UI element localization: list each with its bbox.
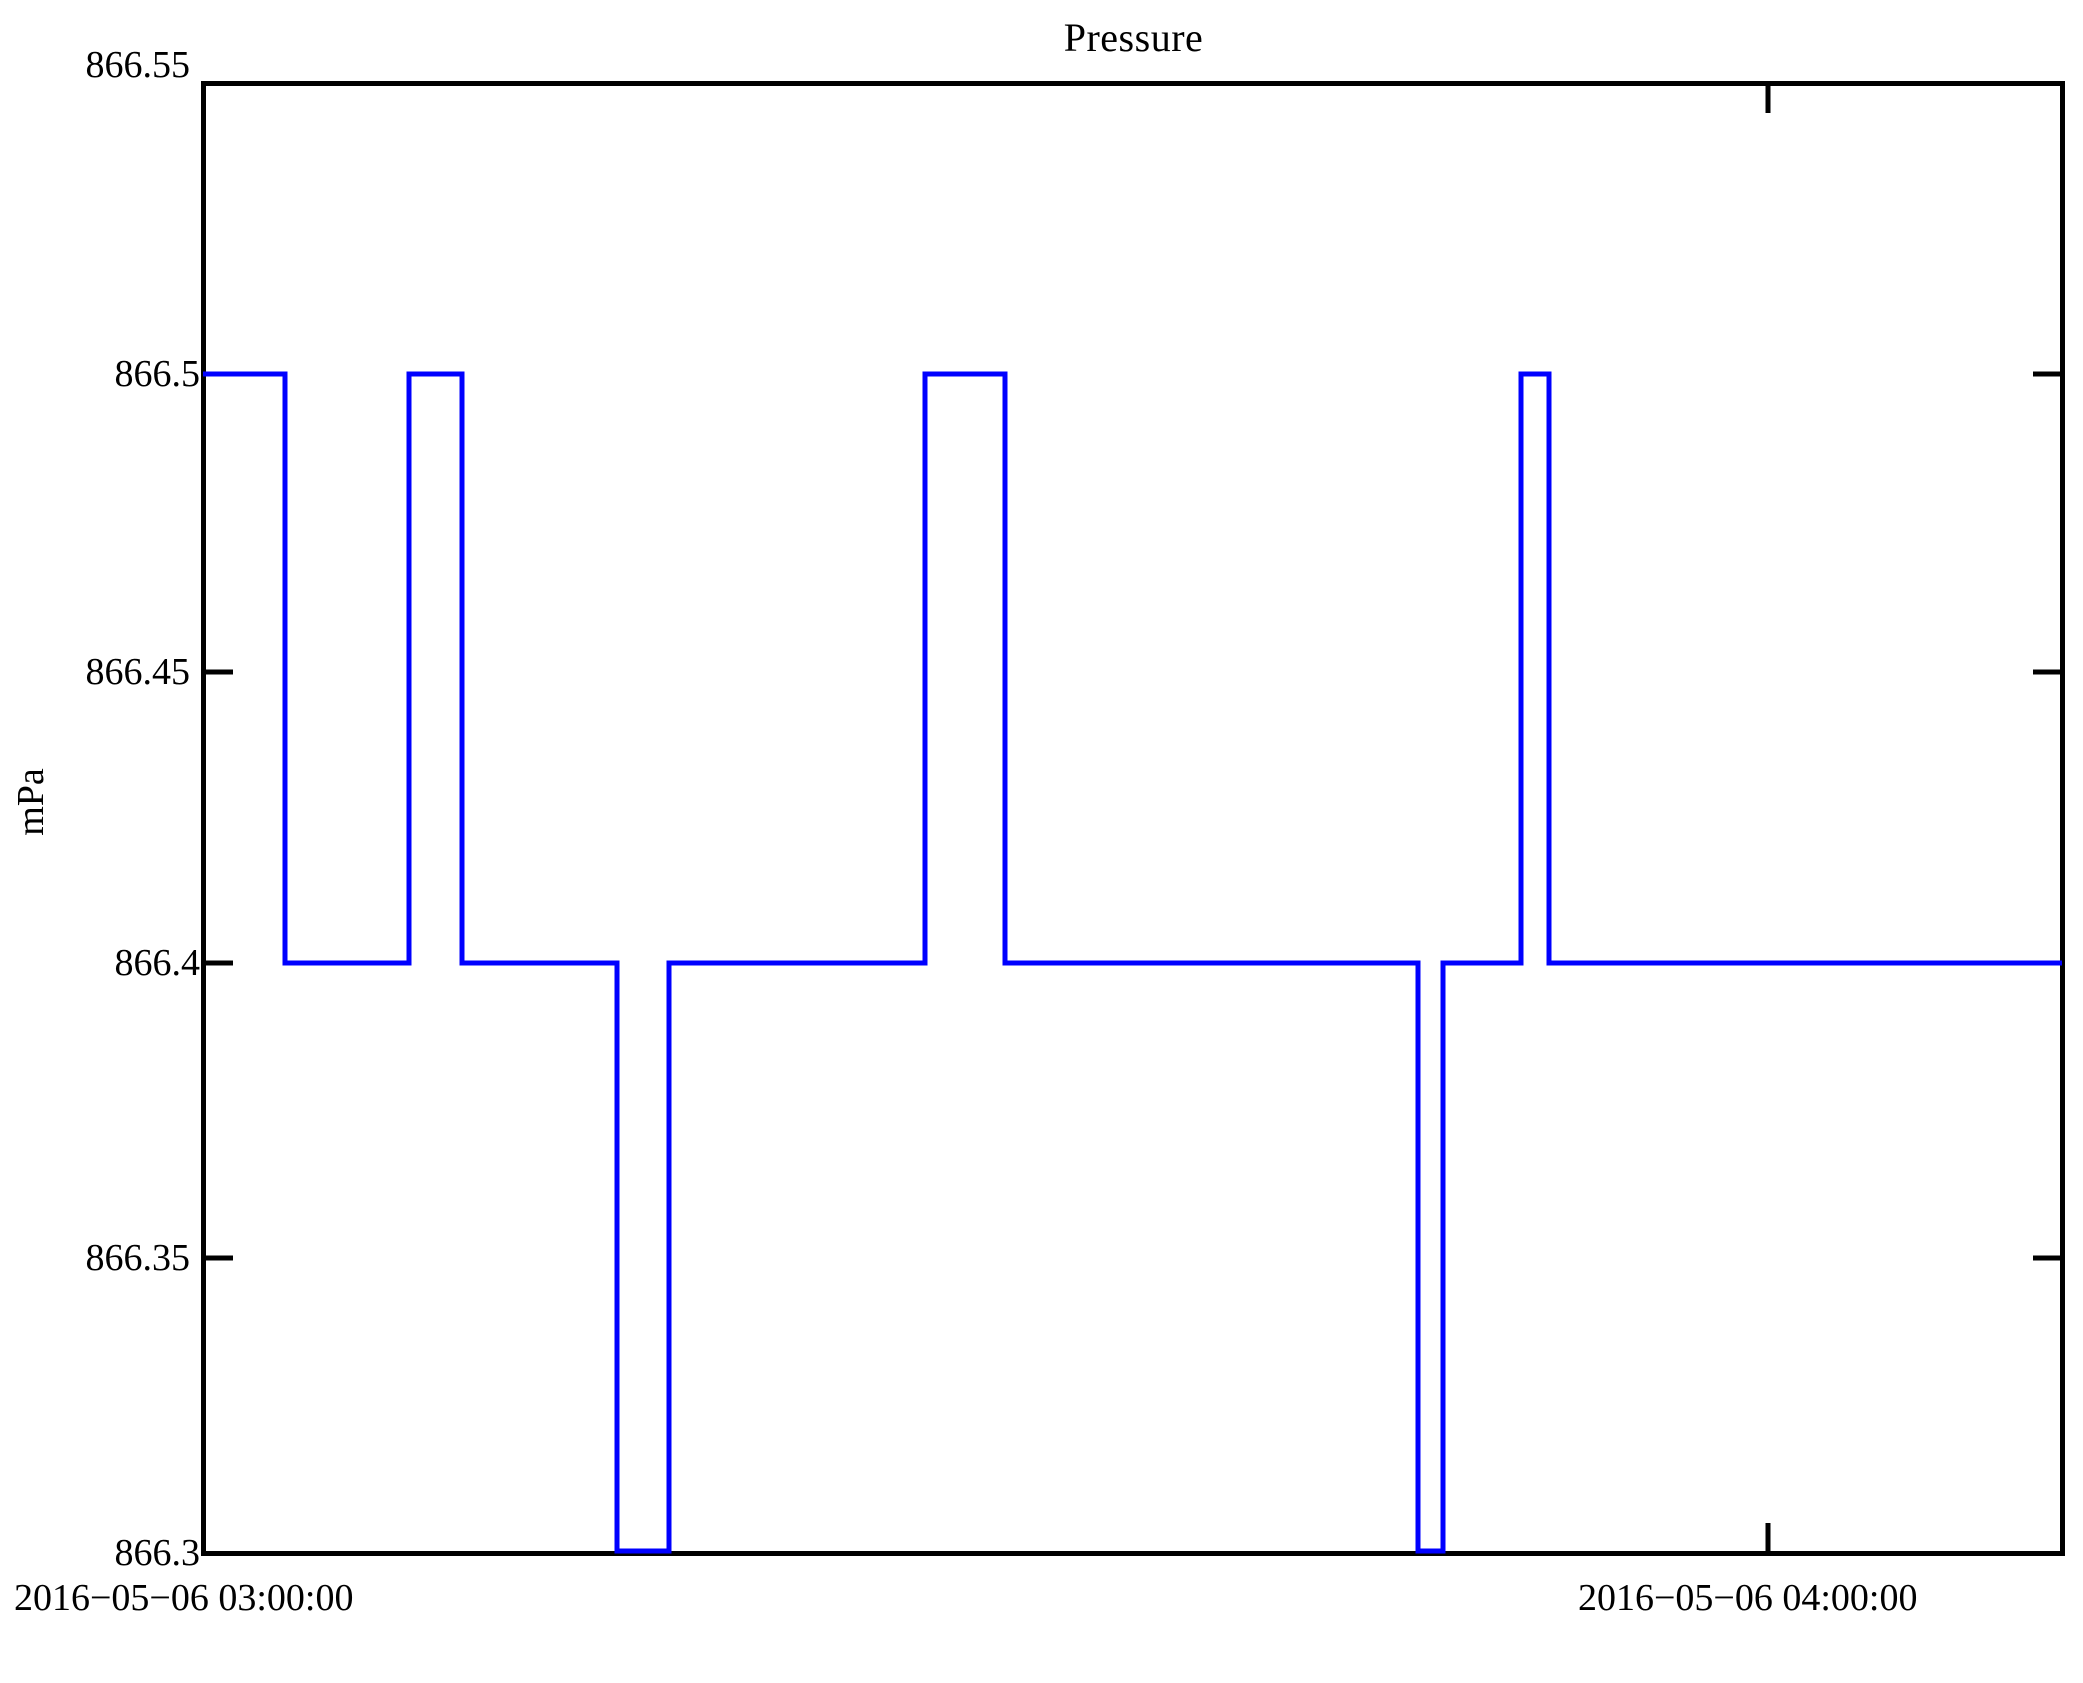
chart-title-text: Pressure <box>1063 15 1204 60</box>
series-line-pressure <box>203 371 2062 1554</box>
x-tick-label-0: 2016−05−06 03:00:00 <box>14 1577 354 1619</box>
y-tick-label-3: 866.4 <box>114 942 201 984</box>
y-axis-ticks-right <box>2033 371 2063 1261</box>
x-tick-label-1: 2016−05−06 04:00:00 <box>1578 1577 1918 1619</box>
y-axis-ticks-left <box>203 371 233 1261</box>
y-tick-label-1: 866.5 <box>114 353 201 395</box>
axes-frame <box>201 81 2065 1556</box>
y-tick-label-0: 866.55 <box>85 44 191 86</box>
y-tick-label-5: 866.3 <box>114 1532 201 1574</box>
y-tick-label-4: 866.35 <box>85 1237 191 1279</box>
y-tick-label-2: 866.45 <box>85 651 191 693</box>
chart-title: Pressure <box>0 16 2083 60</box>
